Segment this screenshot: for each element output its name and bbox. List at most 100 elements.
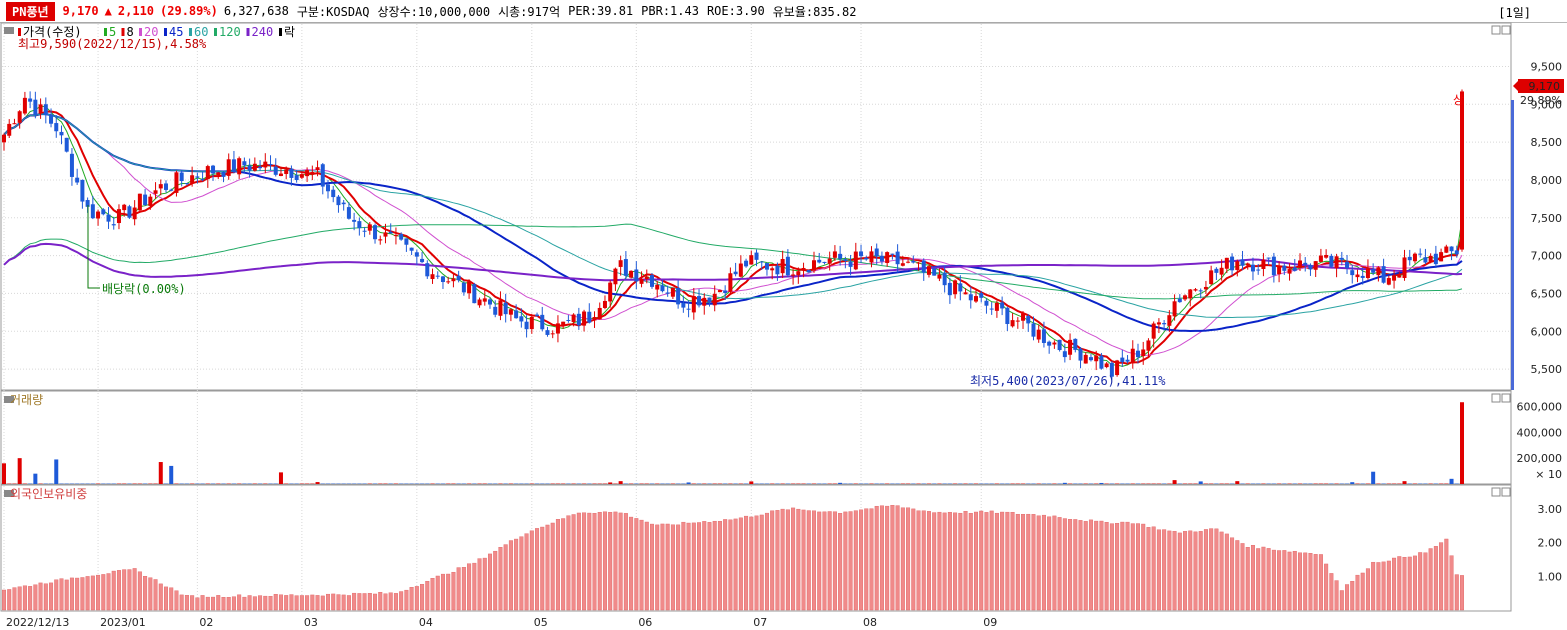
candle-body: [1088, 357, 1093, 361]
volume-panel[interactable]: [0, 390, 1512, 485]
foreign-ratio-bar: [477, 558, 482, 611]
candle-body: [1141, 349, 1146, 357]
price-panel[interactable]: [0, 22, 1512, 391]
candle-body: [838, 253, 843, 259]
legend-item: 락: [284, 25, 295, 39]
candle-body: [1005, 307, 1010, 325]
candle-body: [1339, 257, 1344, 260]
candle-body: [184, 183, 189, 185]
candle-body: [315, 167, 320, 170]
foreign-ratio-bar: [80, 577, 85, 611]
candle-body: [1219, 267, 1224, 275]
foreign-ratio-bar: [33, 584, 38, 611]
candle-body: [231, 159, 236, 172]
foreign-ratio-bar: [1026, 513, 1031, 611]
candle-body: [1407, 256, 1412, 261]
candle-body: [1177, 298, 1182, 303]
foreign-ratio-bar: [111, 570, 116, 611]
foreign-ratio-bar: [190, 595, 195, 611]
candle-body: [1162, 323, 1167, 325]
foreign-ratio-bar: [268, 596, 273, 611]
candle-body: [843, 259, 848, 261]
panel-controls[interactable]: [1491, 25, 1511, 497]
candle-body: [660, 285, 665, 292]
candle-body: [190, 175, 195, 184]
candle-body: [822, 261, 827, 263]
foreign-ratio-bar: [1297, 552, 1302, 611]
candle-body: [430, 274, 435, 279]
foreign-ratio-bar: [639, 519, 644, 611]
candle-body: [911, 260, 916, 263]
candle-body: [618, 260, 623, 267]
foreign-ratio-bar: [879, 505, 884, 611]
candle-body: [252, 163, 257, 171]
foreign-ratio-bar: [942, 512, 947, 611]
volume-bar: [686, 482, 691, 484]
candle-body: [754, 252, 759, 260]
foreign-ratio-bar: [764, 512, 769, 611]
volume-bar: [1062, 482, 1067, 484]
candle-body: [153, 190, 158, 194]
foreign-ratio-bar: [660, 523, 665, 611]
foreign-ratio-bar: [1392, 557, 1397, 611]
foreign-ratio-bar: [440, 573, 445, 611]
candle-body: [1324, 254, 1329, 258]
foreign-ratio-bar: [205, 596, 210, 611]
stock-header: PN풍년 9,170 ▲ 2,110 (29.89%) 6,327,638 구분…: [0, 0, 1567, 23]
candle-body: [514, 310, 519, 319]
foreign-ratio-bar: [1402, 556, 1407, 611]
period-selector[interactable]: [1일]: [1498, 6, 1531, 20]
current-price: 9,170: [62, 4, 99, 18]
candle-body: [775, 265, 780, 275]
price-tick-label: 8,000: [1531, 174, 1563, 187]
candle-body: [806, 269, 811, 273]
candle-body: [1449, 246, 1454, 252]
candle-body: [64, 137, 69, 152]
foreign-ratio-bar: [817, 511, 822, 611]
candle-body: [195, 176, 200, 178]
foreign-ratio-bar: [1292, 550, 1297, 611]
foreign-ratio-bar: [691, 522, 696, 611]
candle-body: [1266, 257, 1271, 259]
pbr-value: PBR:1.43: [641, 4, 699, 18]
foreign-ratio-bar: [148, 577, 153, 611]
candle-body: [440, 276, 445, 283]
foreign-ratio-bar: [744, 515, 749, 611]
foreign-tick-label: 3.00: [1538, 503, 1563, 516]
stock-name-badge[interactable]: PN풍년: [6, 1, 55, 21]
candle-body: [456, 275, 461, 281]
foreign-ratio-bar: [822, 511, 827, 611]
candle-body: [1125, 359, 1130, 362]
candle-body: [1062, 351, 1067, 358]
foreign-ratio-bar: [838, 513, 843, 611]
candle-body: [242, 161, 247, 166]
candle-body: [1439, 252, 1444, 262]
dividend-note: 배당락(0.00%): [102, 282, 186, 296]
foreign-ratio-bar: [665, 523, 670, 611]
foreign-ratio-bar: [388, 592, 393, 611]
legend-swatch: [104, 28, 107, 36]
foreign-ratio-bar: [859, 509, 864, 611]
candle-body: [404, 238, 409, 245]
foreign-ratio-bar: [738, 517, 743, 611]
candle-body: [75, 177, 80, 183]
candle-body: [200, 179, 205, 181]
foreign-ratio-bar: [137, 571, 142, 611]
ma-240-line: [3, 242, 1463, 282]
candle-body: [446, 281, 451, 283]
volume-title: 거래량: [10, 393, 43, 407]
candle-body: [953, 280, 958, 295]
volume-tick-label: 200,000: [1517, 452, 1563, 465]
x-tick-label: 06: [638, 616, 652, 629]
foreign-ratio-bar: [571, 514, 576, 611]
foreign-ratio-bar: [759, 514, 764, 611]
foreign-ratio-bar: [75, 577, 80, 611]
volume-tick-label: 600,000: [1517, 400, 1563, 413]
foreign-ratio-bar: [1099, 520, 1104, 611]
foreign-ratio-bar: [733, 518, 738, 611]
candle-body: [1109, 362, 1114, 377]
scroll-indicator[interactable]: [1511, 100, 1514, 390]
foreign-ratio-bar: [650, 523, 655, 611]
foreign-ratio-bar: [592, 513, 597, 611]
